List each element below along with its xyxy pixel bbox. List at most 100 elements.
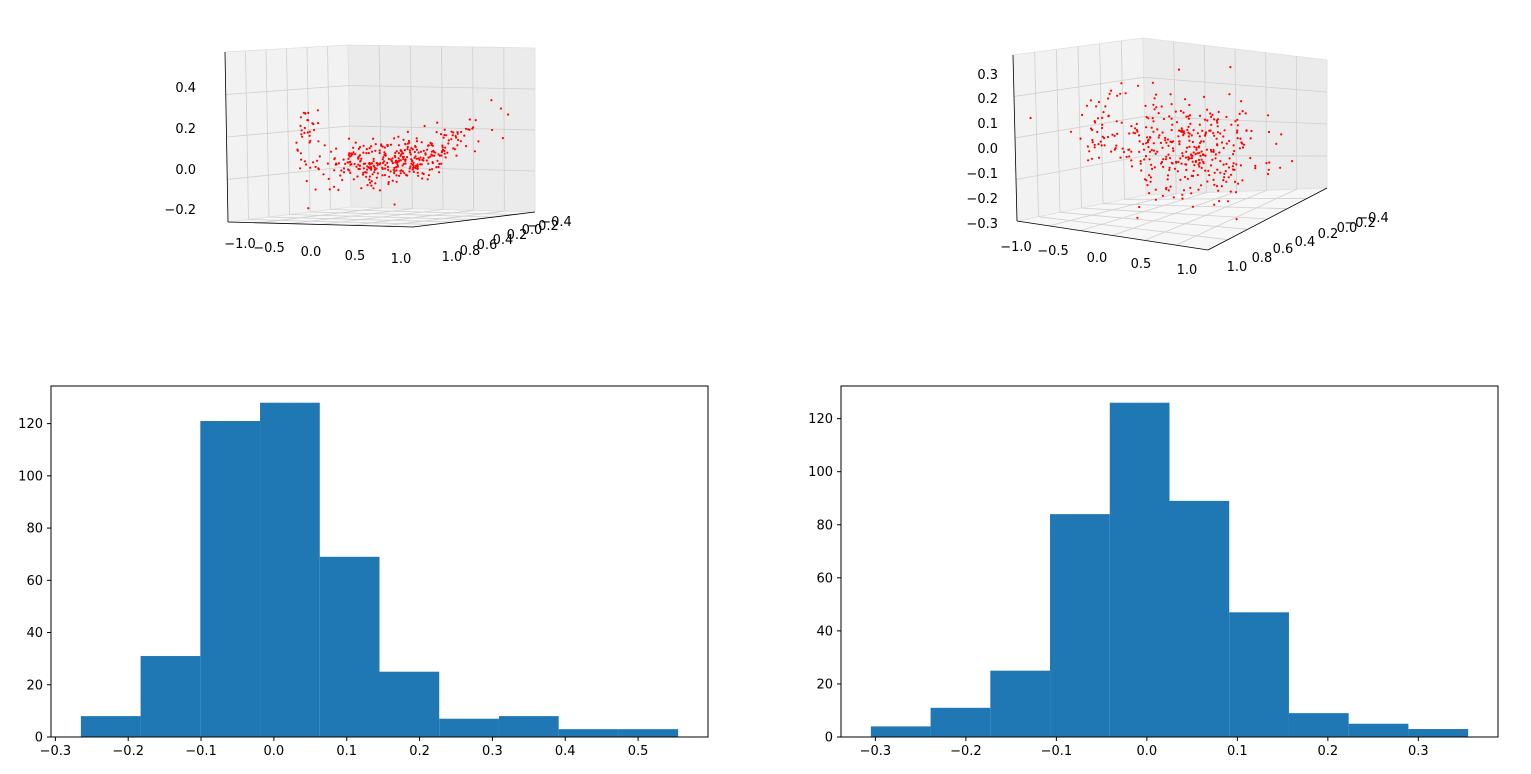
scatter-point [1198, 123, 1201, 126]
scatter-point [1185, 168, 1188, 172]
scatter-point [1192, 174, 1195, 178]
scatter-point [1107, 97, 1110, 100]
scatter-point [1101, 126, 1104, 130]
scatter-point [447, 139, 450, 142]
scatter-point [1204, 131, 1208, 134]
scatter-point [383, 160, 386, 163]
scatter-point [1180, 129, 1184, 132]
scatter-point [456, 131, 459, 134]
scatter-point [420, 141, 423, 144]
scatter-point [459, 140, 462, 143]
scatter-point [1228, 93, 1231, 96]
scatter-point [419, 163, 422, 166]
scatter-point [375, 167, 378, 170]
scatter-point [1222, 179, 1225, 182]
scatter-point [299, 116, 302, 119]
z-tick-label: −0.3 [966, 217, 998, 232]
scatter-point [370, 145, 373, 148]
scatter-point [1197, 145, 1200, 148]
scatter-point [318, 155, 321, 158]
scatter-point [1166, 174, 1170, 177]
scatter-point [1148, 136, 1152, 139]
scatter-point [299, 152, 302, 155]
x-tick-label: 0.1 [336, 744, 357, 759]
scatter-point [406, 156, 409, 159]
scatter-point [374, 182, 377, 185]
scatter-point [1182, 134, 1185, 137]
scatter-point [419, 156, 422, 159]
x-axis-line [227, 221, 414, 228]
scatter-point [1134, 132, 1137, 135]
scatter-point [316, 122, 320, 125]
scatter-point [323, 144, 326, 147]
x-axis-line [1016, 220, 1209, 251]
scatter-point [1096, 117, 1100, 120]
scatter-point [1245, 129, 1248, 132]
scatter-point [1148, 192, 1151, 195]
scatter-point [436, 159, 439, 162]
scatter-point [1233, 180, 1237, 183]
scatter-point [1237, 182, 1240, 185]
scatter-point [1266, 172, 1270, 176]
scatter-point [317, 167, 320, 170]
scatter-point [308, 141, 311, 144]
histogram-bar [319, 556, 380, 737]
scatter-point [1145, 116, 1148, 119]
scatter-point [366, 168, 369, 171]
x-tick-label: 0.3 [482, 744, 503, 759]
y-tick-label: 0.6 [1273, 242, 1294, 257]
scatter-point [356, 175, 359, 178]
grid-line [1143, 76, 1328, 93]
scatter-point [465, 145, 468, 148]
z-axis-line [224, 51, 229, 223]
scatter-point [428, 168, 431, 171]
scatter-point [1197, 163, 1200, 166]
scatter-point [1232, 144, 1235, 147]
scatter-point [1191, 140, 1194, 144]
scatter-point [460, 130, 463, 134]
scatter-point [353, 162, 356, 166]
scatter-point [1158, 134, 1161, 137]
scatter-point [395, 150, 398, 153]
scatter-point [1169, 93, 1172, 96]
y-tick-label: 0 [825, 731, 833, 746]
scatter-point [395, 159, 398, 162]
scatter-point [1218, 151, 1221, 154]
scatter-point [376, 172, 379, 175]
scatter-point [355, 165, 358, 168]
scatter-point [468, 128, 471, 131]
scatter-point [1205, 148, 1208, 151]
scatter-point [1111, 133, 1114, 136]
scatter-point [413, 150, 416, 154]
scatter-point [447, 142, 450, 145]
scatter-point [1204, 134, 1207, 137]
histogram-bar [260, 402, 320, 737]
scatter-point [431, 144, 434, 147]
scatter-point [1093, 143, 1096, 146]
scatter-point [396, 163, 399, 166]
scatter-point [1162, 117, 1165, 121]
scatter-point [357, 147, 360, 150]
scatter-point [1267, 114, 1270, 117]
scatter-point [1096, 130, 1099, 134]
scatter-point [1165, 141, 1168, 144]
scatter-point [1148, 174, 1151, 177]
y-tick-label: 40 [816, 624, 833, 639]
scatter-point [381, 161, 385, 164]
scatter-point [1179, 109, 1182, 113]
scatter-point [427, 144, 430, 147]
scatter-point [388, 175, 391, 178]
y-tick-label: 60 [26, 574, 43, 589]
scatter-point [1160, 162, 1163, 165]
scatter-point [1191, 205, 1194, 208]
scatter-point [300, 158, 303, 161]
scatter-point [1164, 136, 1167, 139]
scatter-point [1190, 134, 1193, 137]
scatter-point [1212, 132, 1215, 135]
scatter-point [1086, 145, 1089, 148]
scatter-point [1202, 95, 1206, 98]
scatter-point [1170, 103, 1173, 106]
scatter-point [296, 149, 299, 152]
scatter-point [456, 132, 459, 135]
scatter-point [1104, 105, 1107, 108]
